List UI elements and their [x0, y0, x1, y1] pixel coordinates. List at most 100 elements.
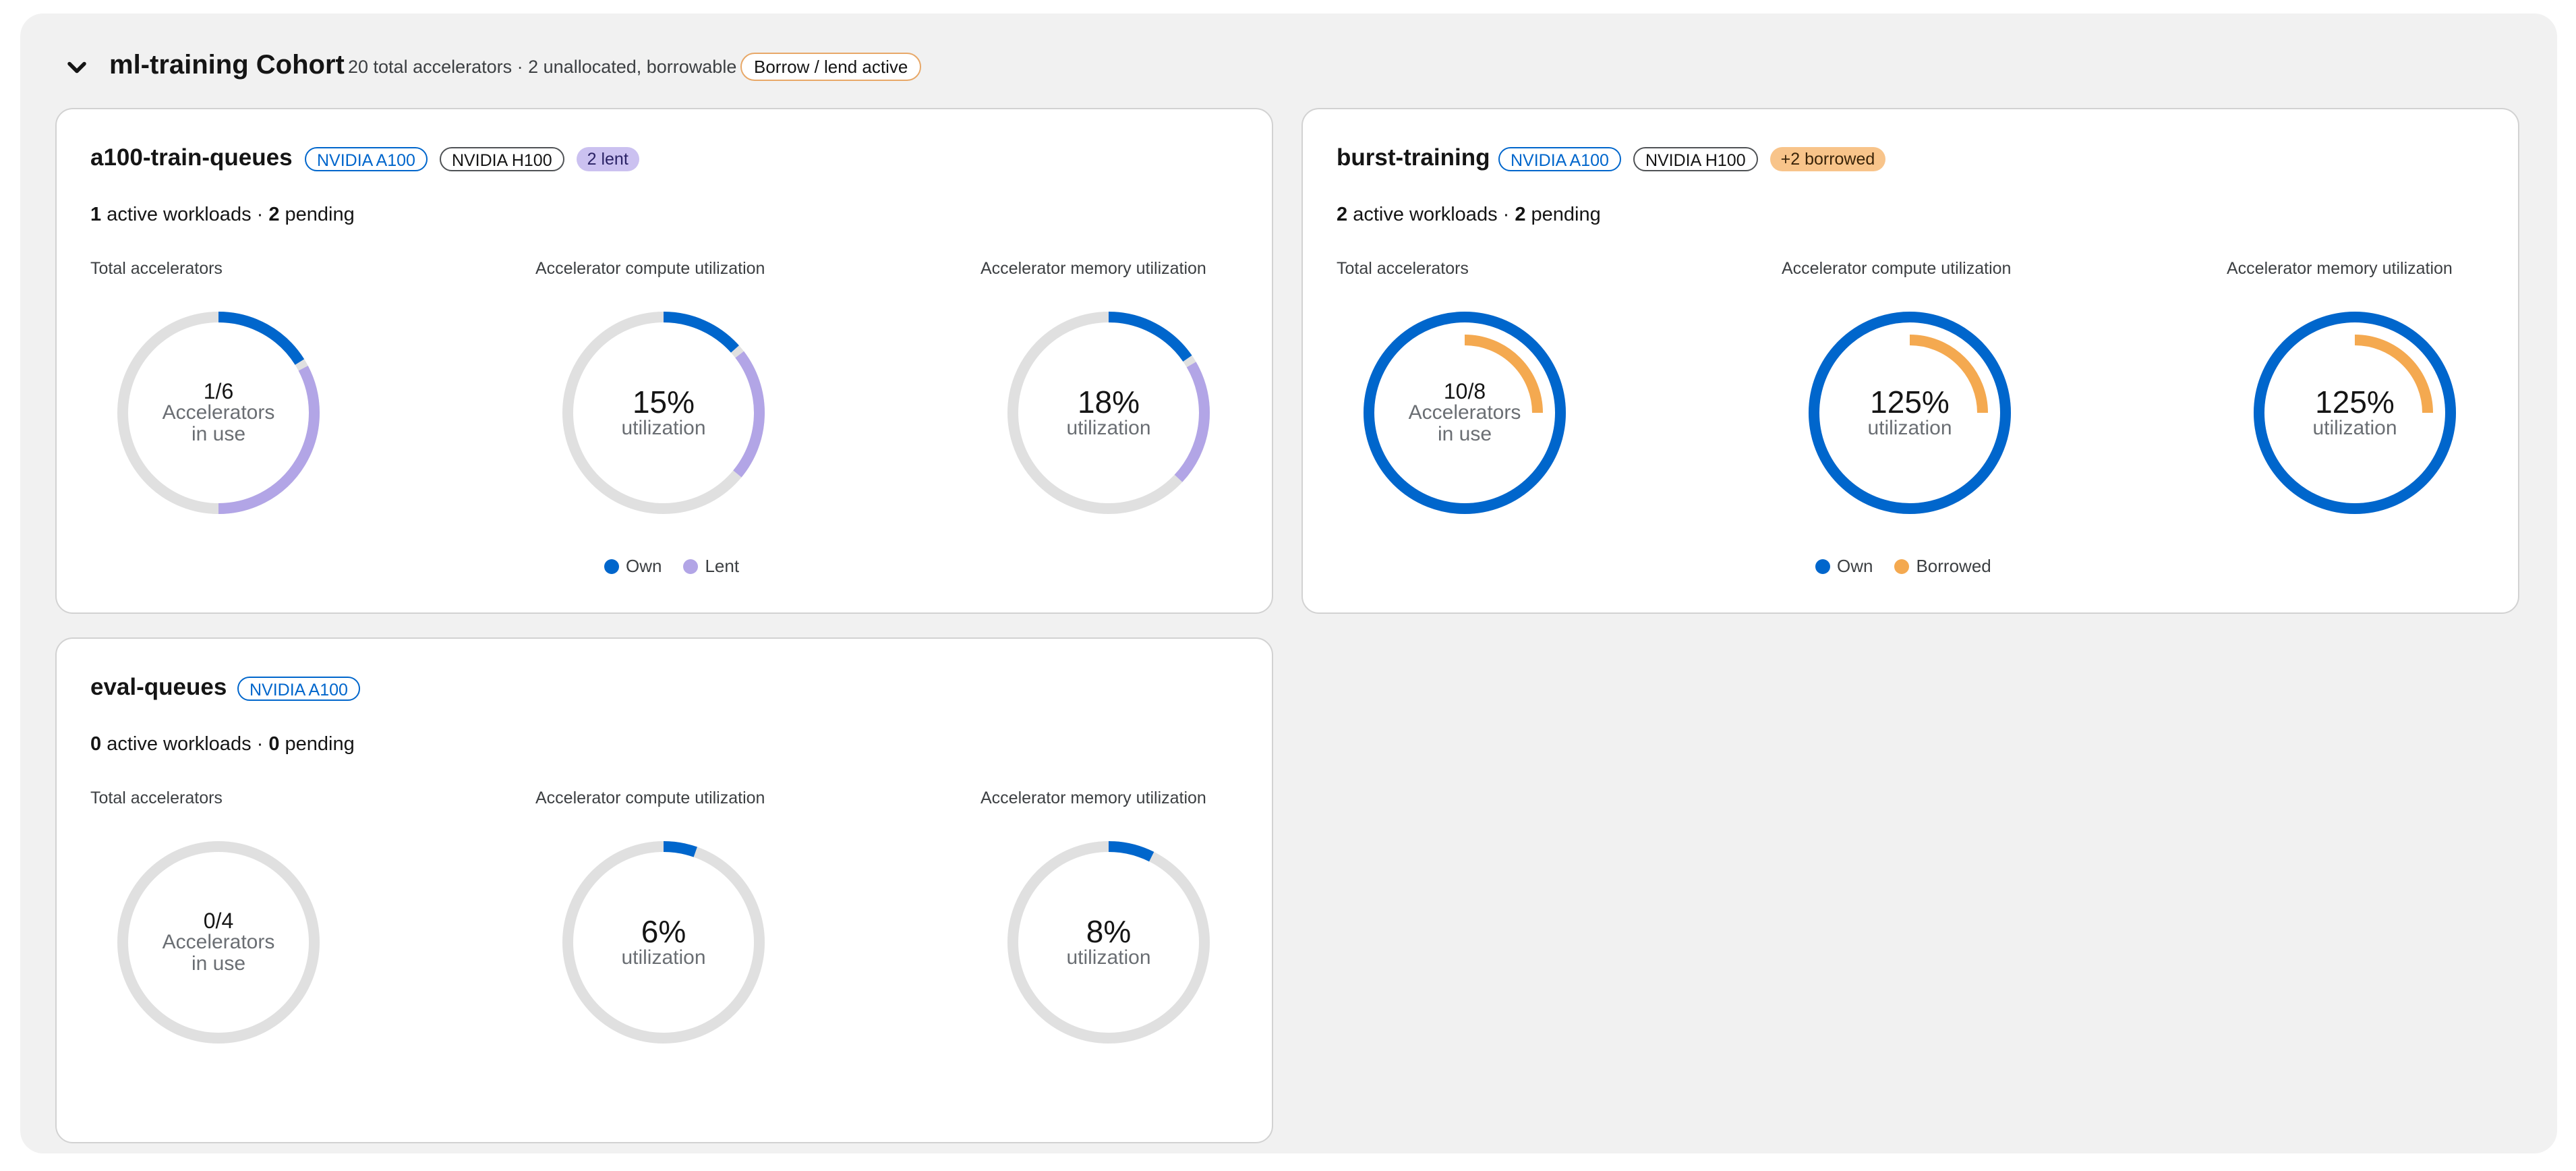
donut-own-segment [1809, 312, 2011, 514]
utilization-value: 15% [632, 384, 695, 420]
donut-track [117, 841, 320, 1044]
accelerators-fraction: 1/6 [203, 379, 234, 403]
donut-chart [1809, 312, 2011, 514]
metric-label: Accelerator memory utilization [2227, 259, 2453, 278]
cohort-header: ml-training Cohort 20 total accelerators… [20, 13, 2557, 121]
own-dot-icon [604, 559, 619, 574]
pending-label: pending [1525, 204, 1601, 225]
chevron-down-icon[interactable] [62, 53, 92, 82]
pending-count: 0 [268, 733, 280, 755]
active-label: active workloads · [1347, 204, 1515, 225]
chart-legend: Own Borrowed [1815, 556, 1991, 577]
metric-memory-utilization: Accelerator memory utilization 18% utili… [980, 259, 1291, 529]
metric-total-accelerators: Total accelerators 0/4 Accelerators in u… [90, 789, 401, 1058]
donut-chart [562, 312, 765, 514]
center-line-3: in use [191, 423, 246, 445]
queue-card-eval-queues: eval-queues NVIDIA A100 0 active workloa… [55, 637, 1273, 1143]
utilization-value: 125% [2315, 384, 2395, 420]
donut-borrowed-segment [2354, 335, 2433, 413]
metric-label: Accelerator compute utilization [1782, 259, 2012, 278]
legend-label: Own [626, 556, 662, 576]
metric-compute-utilization: Accelerator compute utilization 6% utili… [535, 789, 846, 1058]
donut-chart [1007, 841, 1210, 1044]
donut-borrowed-segment [1909, 335, 1988, 413]
center-line-2: Accelerators [162, 931, 275, 953]
lent-dot-icon [683, 559, 699, 574]
pending-label: pending [279, 204, 355, 225]
center-line-3: in use [191, 952, 246, 975]
borrowed-badge: +2 borrowed [1769, 147, 1886, 171]
legend-item-own: Own [1815, 556, 1873, 577]
legend-item-lent: Lent [683, 556, 739, 577]
donut-center-text: 15% utilization [561, 310, 766, 515]
queue-name: eval-queues [90, 674, 227, 700]
utilization-value: 125% [1870, 384, 1950, 420]
donut-center-text: 1/6 Accelerators in use [116, 310, 321, 515]
metric-memory-utilization: Accelerator memory utilization 125% util… [2227, 259, 2537, 529]
donut-center-text: 8% utilization [1006, 840, 1211, 1045]
donut-lent-segment [733, 351, 765, 478]
donut-own-segment [663, 312, 739, 353]
donut-center-text: 125% utilization [1807, 310, 2012, 515]
queue-badges: NVIDIA A100 [237, 677, 360, 701]
chart-legend: Own Lent [604, 556, 739, 577]
metric-label: Accelerator memory utilization [980, 789, 1206, 807]
legend-label: Lent [705, 556, 740, 576]
accelerators-fraction: 10/8 [1443, 379, 1486, 403]
metric-compute-utilization: Accelerator compute utilization 125% uti… [1782, 259, 2092, 529]
legend-item-own: Own [604, 556, 662, 577]
metric-label: Accelerator memory utilization [980, 259, 1206, 278]
metric-label: Total accelerators [90, 259, 223, 278]
donut-own-segment [1364, 312, 1566, 514]
donut-own-segment [218, 312, 305, 366]
donut-chart [117, 312, 320, 514]
center-line-3: in use [1437, 423, 1492, 445]
donut-chart [562, 841, 765, 1044]
donut-chart [1364, 312, 1566, 514]
pending-label: pending [279, 733, 355, 755]
utilization-value: 18% [1077, 384, 1140, 420]
donut-center-text: 125% utilization [2252, 310, 2457, 515]
pending-count: 2 [268, 204, 280, 225]
donut-chart [1007, 312, 1210, 514]
donut-borrowed-segment [1464, 335, 1543, 413]
cohort-summary: 20 total accelerators · 2 unallocated, b… [348, 57, 737, 77]
queue-card-burst-training: burst-training NVIDIA A100 NVIDIA H100 +… [1301, 108, 2519, 614]
own-dot-icon [1815, 559, 1830, 574]
utilization-label: utilization [1867, 417, 1952, 439]
queue-name: burst-training [1337, 144, 1490, 171]
cohort-panel: ml-training Cohort 20 total accelerators… [20, 13, 2557, 1153]
workload-summary: 1 active workloads · 2 pending [90, 204, 355, 226]
utilization-label: utilization [1066, 417, 1151, 439]
queue-card-a100-train-queues: a100-train-queues NVIDIA A100 NVIDIA H10… [55, 108, 1273, 614]
borrowed-dot-icon [1894, 559, 1910, 574]
pending-count: 2 [1515, 204, 1526, 225]
donut-own-segment [1108, 312, 1192, 362]
utilization-value: 8% [1086, 914, 1132, 949]
queue-badges: NVIDIA A100 NVIDIA H100 2 lent [305, 147, 639, 171]
legend-label: Borrowed [1916, 556, 1991, 576]
metric-total-accelerators: Total accelerators 10/8 Accelerators in … [1337, 259, 1647, 529]
donut-center-text: 0/4 Accelerators in use [116, 840, 321, 1045]
gpu-badge-a100: NVIDIA A100 [237, 677, 360, 701]
lent-badge: 2 lent [576, 147, 639, 171]
utilization-label: utilization [621, 417, 706, 439]
metric-label: Total accelerators [90, 789, 223, 807]
active-count: 1 [90, 204, 102, 225]
donut-center-text: 18% utilization [1006, 310, 1211, 515]
metric-label: Total accelerators [1337, 259, 1469, 278]
queue-name: a100-train-queues [90, 144, 293, 171]
gpu-badge-h100: NVIDIA H100 [439, 147, 564, 171]
workload-summary: 2 active workloads · 2 pending [1337, 204, 1601, 226]
utilization-label: utilization [2312, 417, 2397, 439]
metric-label: Accelerator compute utilization [535, 789, 765, 807]
metric-compute-utilization: Accelerator compute utilization 15% util… [535, 259, 846, 529]
donut-own-segment [1108, 841, 1154, 862]
center-line-2: Accelerators [1408, 401, 1521, 424]
utilization-value: 6% [641, 914, 686, 949]
metric-label: Accelerator compute utilization [535, 259, 765, 278]
donut-own-segment [2254, 312, 2456, 514]
active-label: active workloads · [101, 204, 269, 225]
legend-label: Own [1837, 556, 1873, 576]
donut-lent-segment [218, 366, 320, 514]
